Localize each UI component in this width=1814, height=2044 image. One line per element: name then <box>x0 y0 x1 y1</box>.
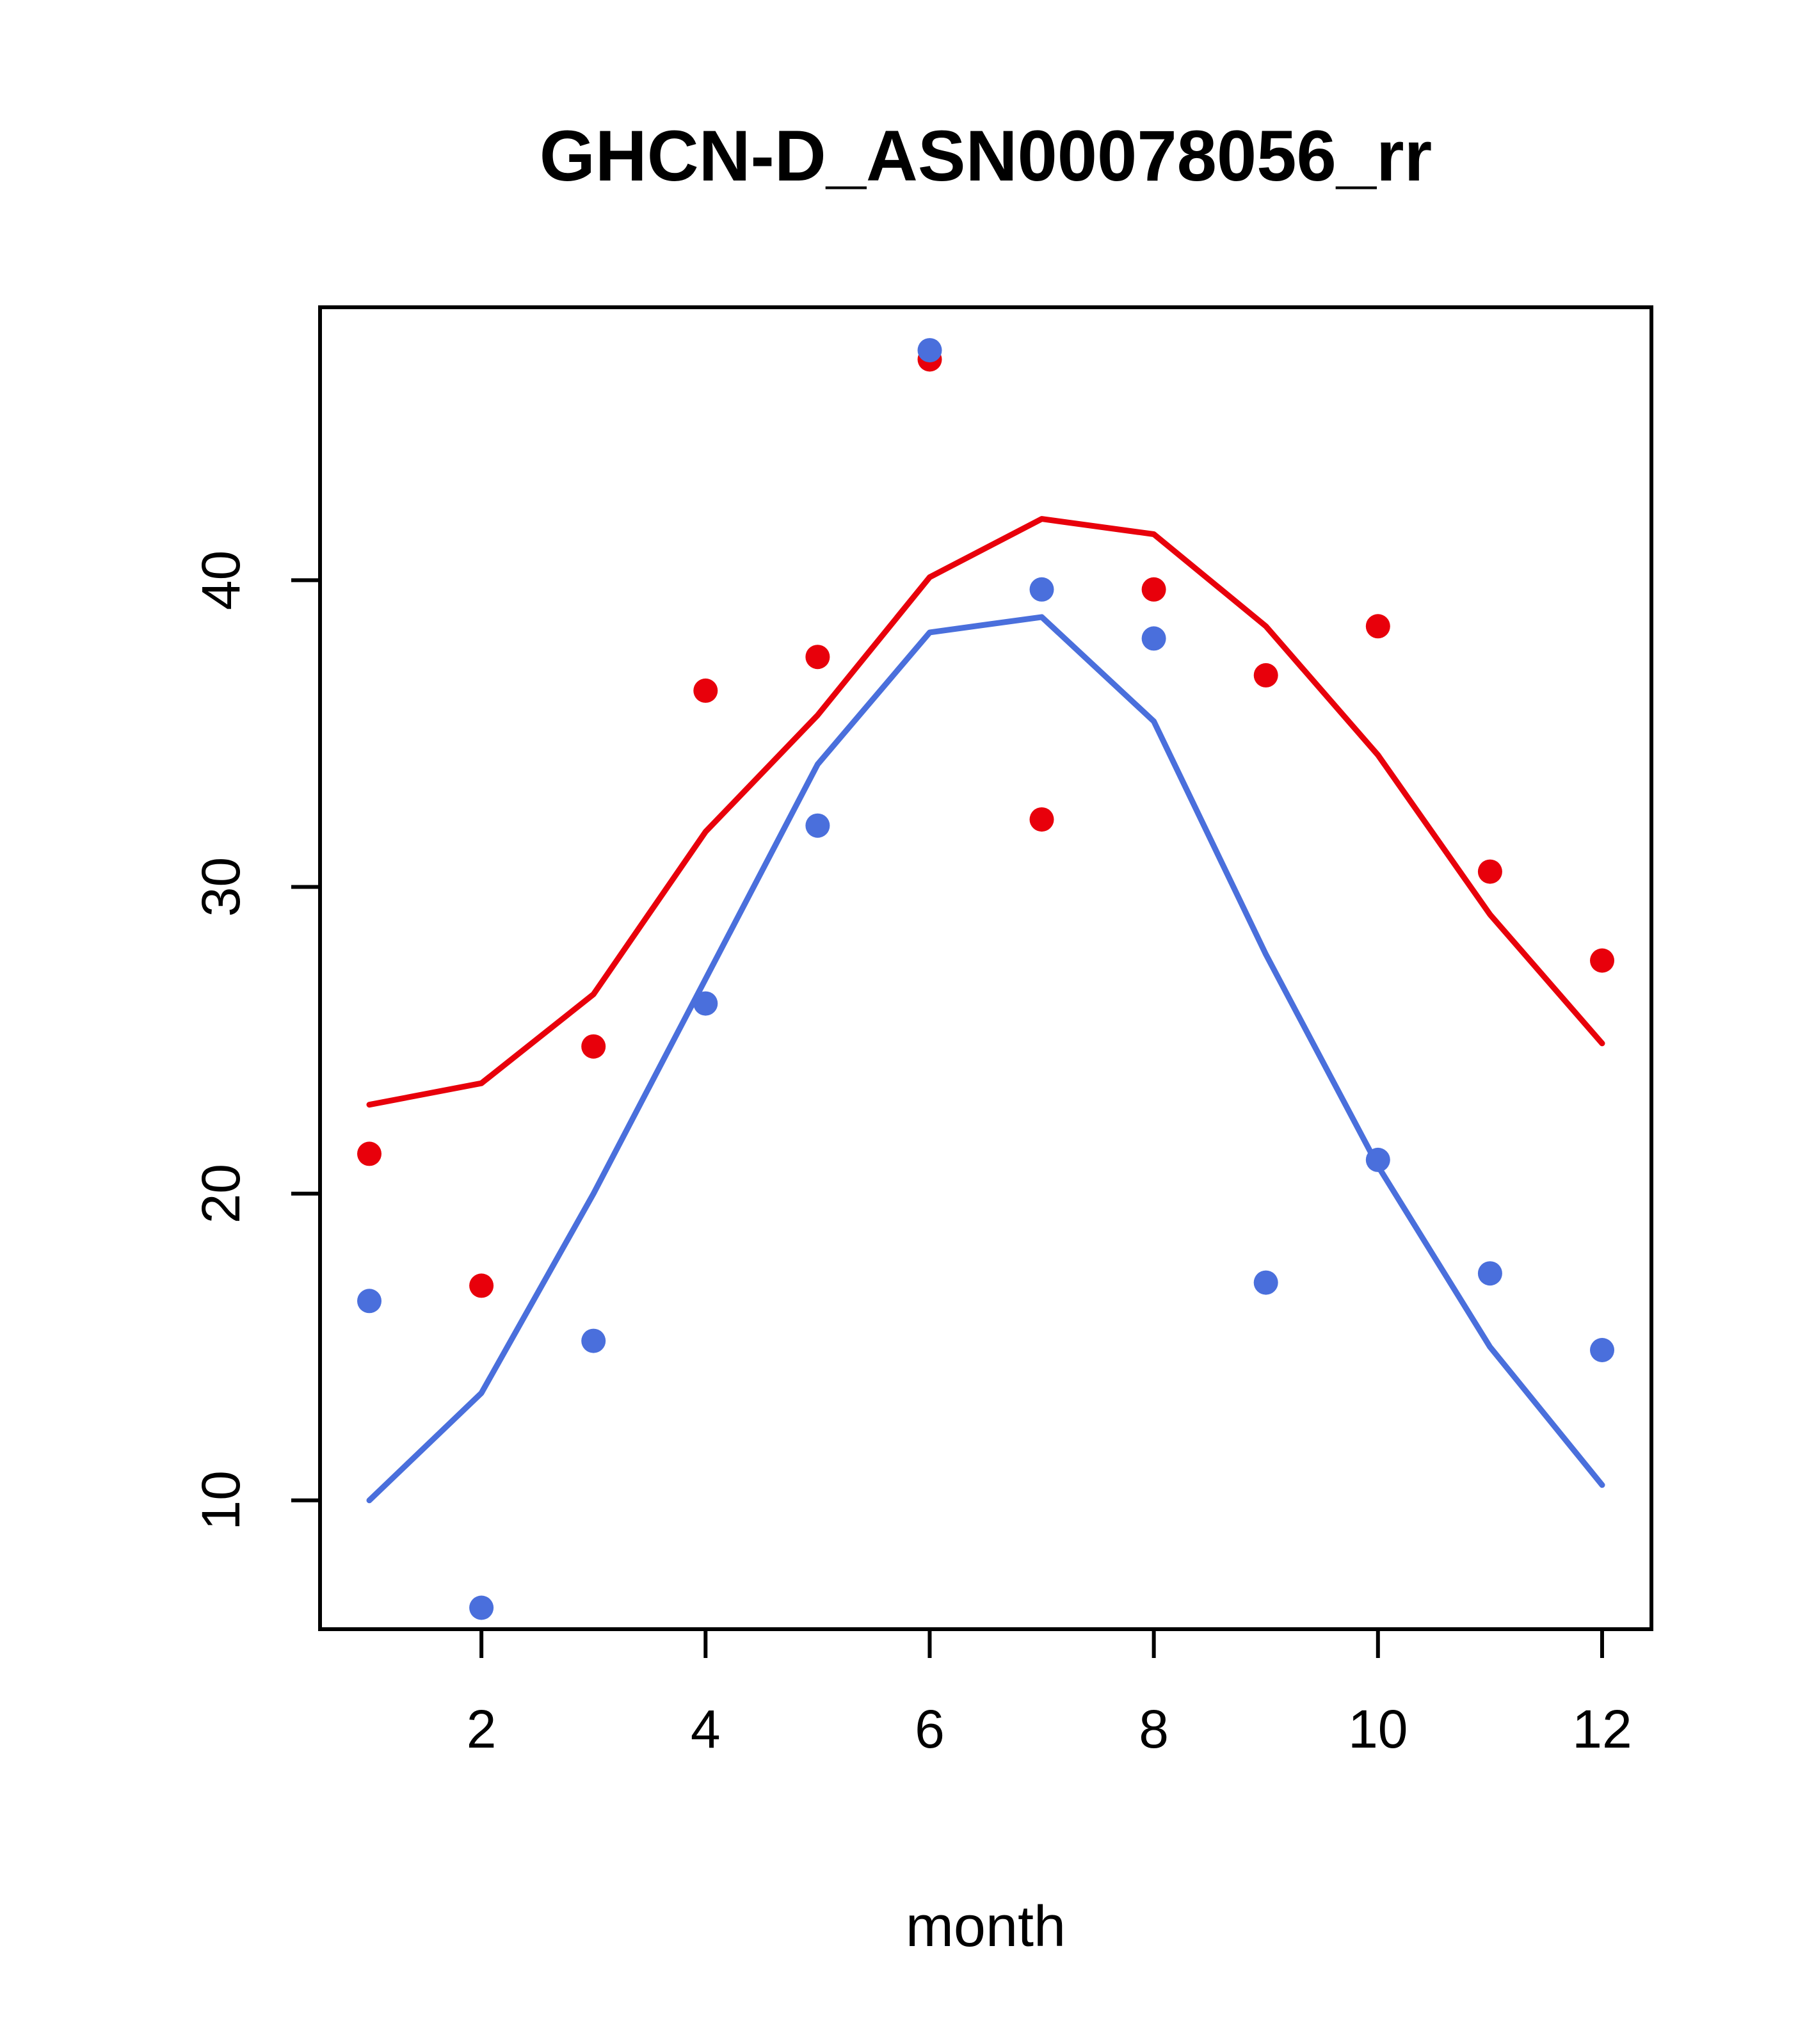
red-points-marker <box>693 678 718 703</box>
red-points-marker <box>1253 663 1278 688</box>
series-group <box>357 338 1614 1620</box>
x-axis-label: month <box>906 1895 1066 1959</box>
x-tick-label: 8 <box>1139 1699 1169 1759</box>
blue-points-marker <box>1141 626 1166 651</box>
x-tick-label: 4 <box>691 1699 721 1759</box>
blue-points-marker <box>1477 1261 1502 1286</box>
red-points-marker <box>581 1034 606 1059</box>
blue-points-marker <box>693 991 718 1016</box>
red-points-marker <box>1029 807 1054 832</box>
blue-points-marker <box>469 1595 494 1620</box>
blue-points-marker <box>581 1328 606 1353</box>
blue-line <box>366 614 1605 1504</box>
blue-points-marker <box>805 813 830 838</box>
plot-area <box>318 305 1653 1631</box>
axes: 2 4 6 8 10 12 10 20 30 40 <box>191 551 1632 1759</box>
x-tick-label: 6 <box>915 1699 945 1759</box>
blue-points-marker <box>1029 577 1054 602</box>
y-tick-label: 10 <box>191 1470 251 1530</box>
x-tick-label: 10 <box>1348 1699 1408 1759</box>
red-points-marker <box>1365 614 1390 639</box>
y-tick-label: 40 <box>191 551 251 610</box>
red-points-marker <box>1141 577 1166 602</box>
blue-points-marker <box>1365 1147 1390 1172</box>
y-tick-label: 30 <box>191 857 251 917</box>
red-points-marker <box>1590 948 1614 973</box>
red-points-marker <box>469 1273 494 1298</box>
red-points-marker <box>805 645 830 670</box>
red-line <box>366 516 1605 1108</box>
x-tick-label: 12 <box>1572 1699 1632 1759</box>
blue-points-marker <box>917 338 942 363</box>
blue-points-marker <box>357 1289 381 1314</box>
blue-points-marker <box>1590 1338 1614 1362</box>
chart-title: GHCN-D_ASN00078056_rr <box>540 116 1432 196</box>
x-tick-label: 2 <box>467 1699 497 1759</box>
red-points-marker <box>1477 859 1502 884</box>
y-tick-label: 20 <box>191 1164 251 1223</box>
blue-points-marker <box>1253 1270 1278 1295</box>
red-points-marker <box>357 1141 381 1166</box>
